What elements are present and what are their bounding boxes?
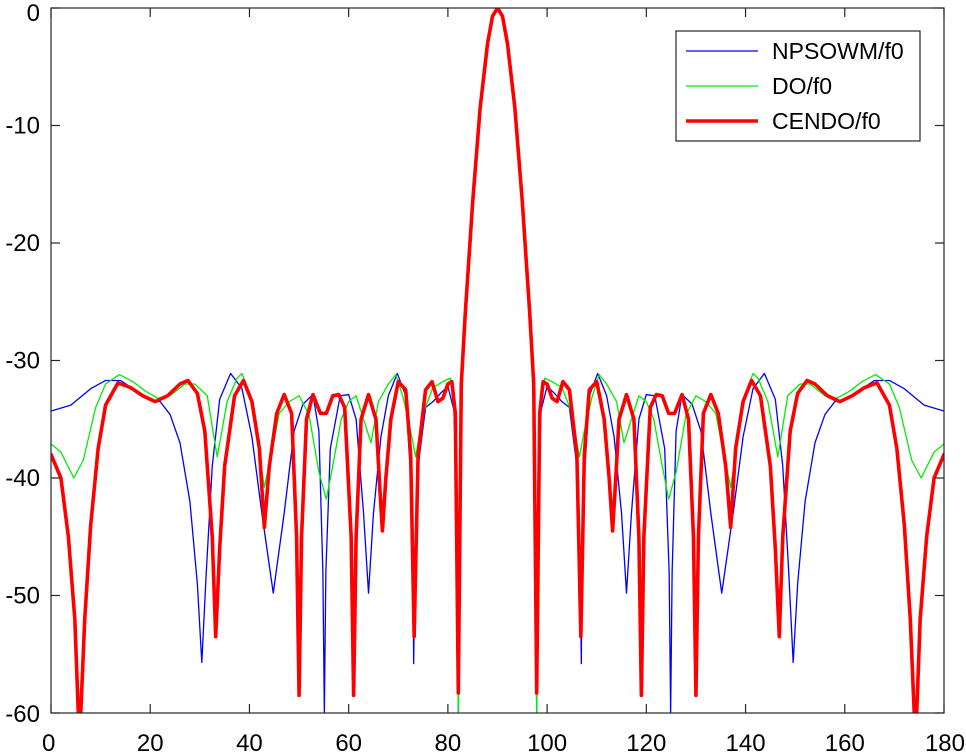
x-tick-label: 160 bbox=[825, 730, 865, 753]
x-tick-label: 100 bbox=[527, 730, 567, 753]
y-tick-label: -30 bbox=[5, 348, 40, 375]
y-tick-label: -20 bbox=[5, 230, 40, 257]
x-tick-label: 0 bbox=[42, 730, 55, 753]
legend-label: NPSOWM/f0 bbox=[772, 38, 904, 64]
y-tick-label: 0 bbox=[27, 0, 40, 27]
y-tick-label: -40 bbox=[5, 465, 40, 492]
legend: NPSOWM/f0 DO/f0 CENDO/f0 bbox=[675, 30, 921, 142]
x-tick-label: 120 bbox=[626, 730, 666, 753]
x-tick-label: 80 bbox=[435, 730, 462, 753]
series-line-0 bbox=[51, 8, 944, 713]
y-tick-label: -10 bbox=[5, 113, 40, 140]
legend-label: DO/f0 bbox=[772, 73, 832, 99]
series-line-2 bbox=[51, 8, 944, 713]
x-axis: 0 20 40 60 80 100 120 140 160 180 bbox=[42, 8, 965, 753]
y-tick-label: -50 bbox=[5, 583, 40, 610]
legend-label: CENDO/f0 bbox=[772, 108, 881, 134]
y-tick-label: -60 bbox=[5, 701, 40, 728]
x-tick-label: 180 bbox=[925, 730, 965, 753]
x-tick-label: 20 bbox=[137, 730, 164, 753]
y-axis: 0 -10 -20 -30 -40 -50 -60 bbox=[5, 0, 944, 728]
series-layer bbox=[51, 8, 944, 713]
x-tick-label: 40 bbox=[236, 730, 263, 753]
x-tick-label: 140 bbox=[726, 730, 766, 753]
x-tick-label: 60 bbox=[335, 730, 362, 753]
